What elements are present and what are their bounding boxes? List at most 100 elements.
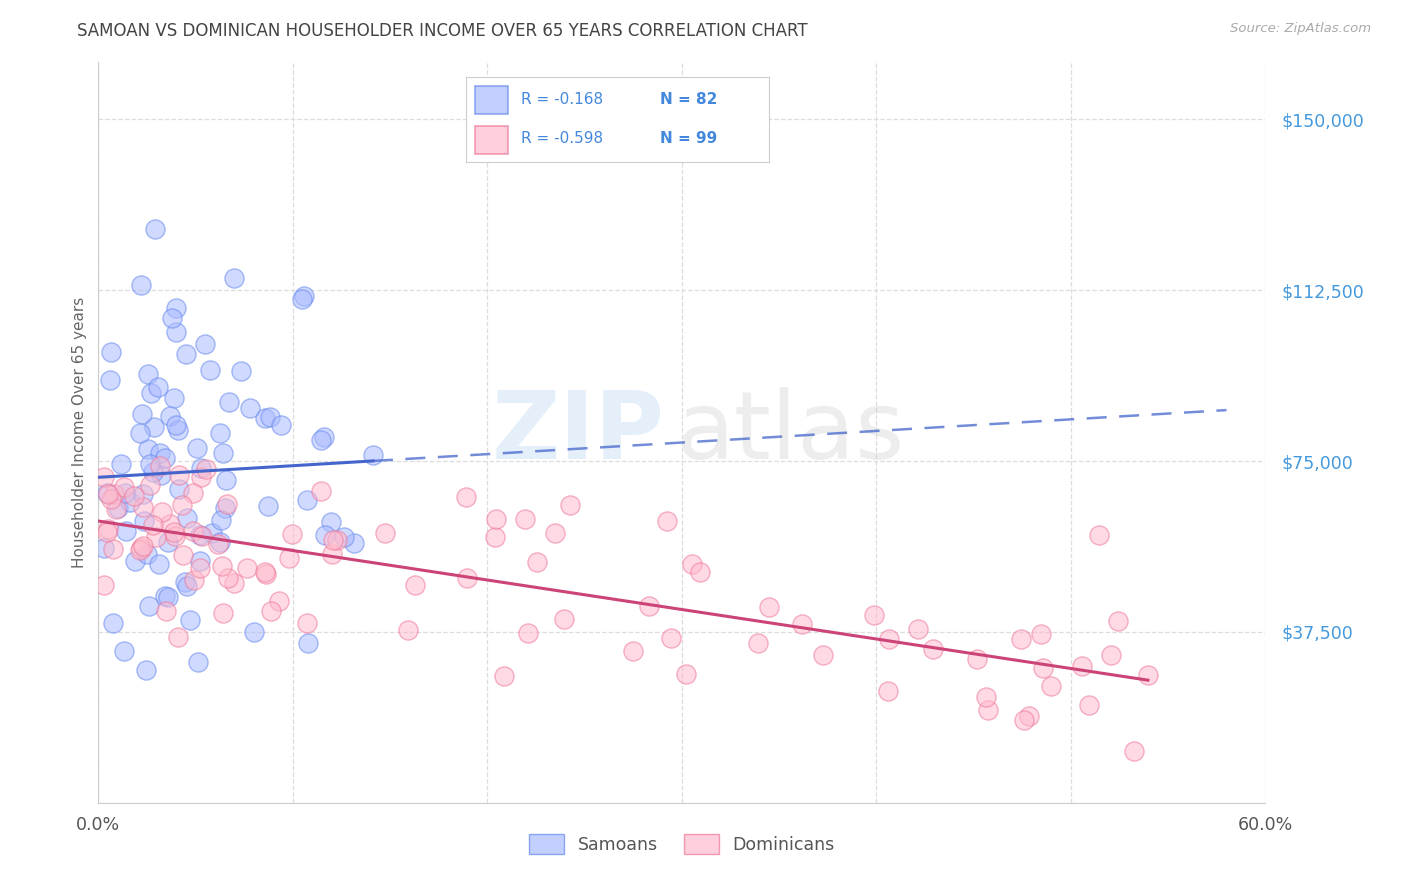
Point — [1010, 632, 1032, 647]
Point — [165, 325, 187, 339]
Point — [98, 373, 121, 387]
Point — [319, 516, 342, 530]
Point — [291, 293, 314, 307]
Point — [484, 530, 506, 544]
Point — [404, 578, 426, 592]
Point — [112, 480, 135, 494]
Point — [1018, 709, 1040, 723]
Point — [260, 604, 283, 618]
Point — [332, 530, 354, 544]
Point — [153, 450, 176, 465]
Point — [96, 486, 118, 500]
Point — [176, 511, 198, 525]
Point — [321, 547, 343, 561]
Point — [132, 514, 155, 528]
Point — [149, 458, 172, 473]
Point — [114, 486, 136, 500]
Point — [148, 557, 170, 571]
Point — [100, 492, 122, 507]
Point — [195, 462, 218, 476]
Point — [492, 669, 515, 683]
Point — [977, 704, 1000, 718]
Point — [1107, 614, 1129, 628]
Point — [139, 457, 162, 471]
Point — [167, 630, 190, 644]
Point — [153, 589, 176, 603]
Point — [876, 684, 898, 698]
Point — [207, 537, 229, 551]
Point — [1012, 713, 1035, 727]
Point — [179, 613, 201, 627]
Point — [243, 624, 266, 639]
Point — [107, 500, 129, 515]
Point — [309, 433, 332, 447]
Point — [165, 417, 187, 432]
Point — [146, 380, 169, 394]
Point — [270, 418, 292, 433]
Point — [217, 571, 239, 585]
Point — [101, 542, 124, 557]
Point — [183, 573, 205, 587]
Point — [877, 632, 900, 646]
Point — [553, 612, 575, 626]
Point — [169, 468, 191, 483]
Point — [129, 541, 152, 555]
Point — [188, 554, 211, 568]
Point — [131, 500, 153, 514]
Y-axis label: Householder Income Over 65 years: Householder Income Over 65 years — [72, 297, 87, 568]
Point — [239, 401, 262, 415]
Point — [136, 442, 159, 456]
Point — [659, 631, 682, 645]
Point — [191, 529, 214, 543]
Point — [129, 542, 152, 557]
Point — [145, 530, 167, 544]
Point — [211, 606, 233, 620]
Point — [222, 271, 245, 285]
Point — [136, 368, 159, 382]
Point — [314, 528, 336, 542]
Point — [907, 622, 929, 636]
Point — [254, 567, 277, 582]
Point — [297, 492, 319, 507]
Point — [110, 458, 132, 472]
Point — [100, 344, 122, 359]
Point — [253, 566, 276, 580]
Point — [1099, 648, 1122, 663]
Point — [138, 599, 160, 613]
Point — [120, 495, 142, 509]
Point — [172, 549, 194, 563]
Point — [966, 652, 988, 666]
Text: ZIP: ZIP — [492, 386, 665, 479]
Point — [128, 426, 150, 441]
Point — [186, 441, 208, 455]
Point — [167, 482, 190, 496]
Point — [115, 524, 138, 539]
Point — [131, 486, 153, 500]
Point — [143, 222, 166, 236]
Point — [325, 533, 347, 547]
Point — [159, 409, 181, 424]
Point — [163, 391, 186, 405]
Point — [142, 518, 165, 533]
Point — [136, 547, 159, 561]
Point — [236, 561, 259, 575]
Point — [513, 511, 536, 525]
Point — [156, 591, 179, 605]
Point — [544, 526, 567, 541]
Point — [149, 446, 172, 460]
Point — [297, 635, 319, 649]
Point — [183, 524, 205, 539]
Point — [135, 663, 157, 677]
Point — [93, 541, 115, 555]
Text: atlas: atlas — [676, 386, 904, 479]
Point — [456, 571, 478, 585]
Point — [105, 501, 128, 516]
Point — [863, 607, 886, 622]
Point — [174, 574, 197, 589]
Point — [526, 555, 548, 569]
Point — [811, 648, 834, 662]
Point — [165, 529, 187, 543]
Point — [201, 525, 224, 540]
Point — [681, 557, 703, 571]
Point — [156, 534, 179, 549]
